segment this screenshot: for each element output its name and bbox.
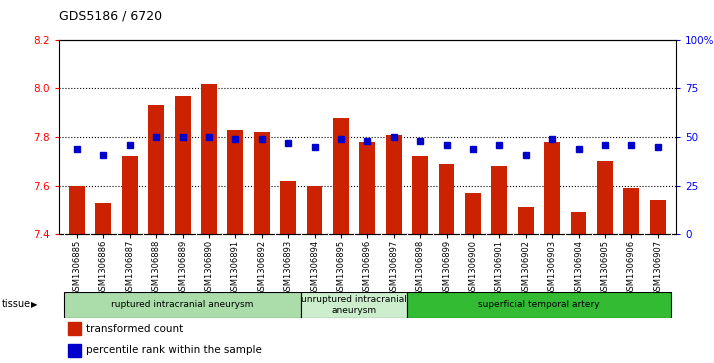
Text: tissue: tissue: [1, 299, 31, 309]
Bar: [333, 118, 349, 234]
Bar: [570, 212, 586, 234]
Bar: [623, 188, 639, 234]
Bar: [518, 207, 533, 234]
Bar: [254, 132, 270, 234]
Bar: [359, 142, 376, 234]
Bar: [412, 156, 428, 234]
Bar: [407, 292, 671, 318]
Bar: [149, 106, 164, 234]
Text: ▶: ▶: [31, 300, 37, 309]
Text: percentile rank within the sample: percentile rank within the sample: [86, 345, 261, 355]
Bar: [465, 193, 481, 234]
Bar: [175, 96, 191, 234]
Bar: [491, 166, 507, 234]
Bar: [544, 142, 560, 234]
Text: ruptured intracranial aneurysm: ruptured intracranial aneurysm: [111, 301, 253, 309]
Text: transformed count: transformed count: [86, 323, 183, 334]
Bar: [650, 200, 665, 234]
Bar: [201, 83, 217, 234]
Bar: [64, 292, 301, 318]
Text: GDS5186 / 6720: GDS5186 / 6720: [59, 9, 161, 22]
Bar: [96, 203, 111, 234]
Bar: [386, 135, 402, 234]
Text: superficial temporal artery: superficial temporal artery: [478, 301, 600, 309]
Bar: [597, 161, 613, 234]
Bar: [228, 130, 243, 234]
Bar: [438, 164, 454, 234]
Bar: [69, 185, 85, 234]
Text: unruptured intracranial
aneurysm: unruptured intracranial aneurysm: [301, 295, 407, 315]
Bar: [306, 185, 323, 234]
Bar: [122, 156, 138, 234]
Bar: [301, 292, 407, 318]
Bar: [281, 181, 296, 234]
